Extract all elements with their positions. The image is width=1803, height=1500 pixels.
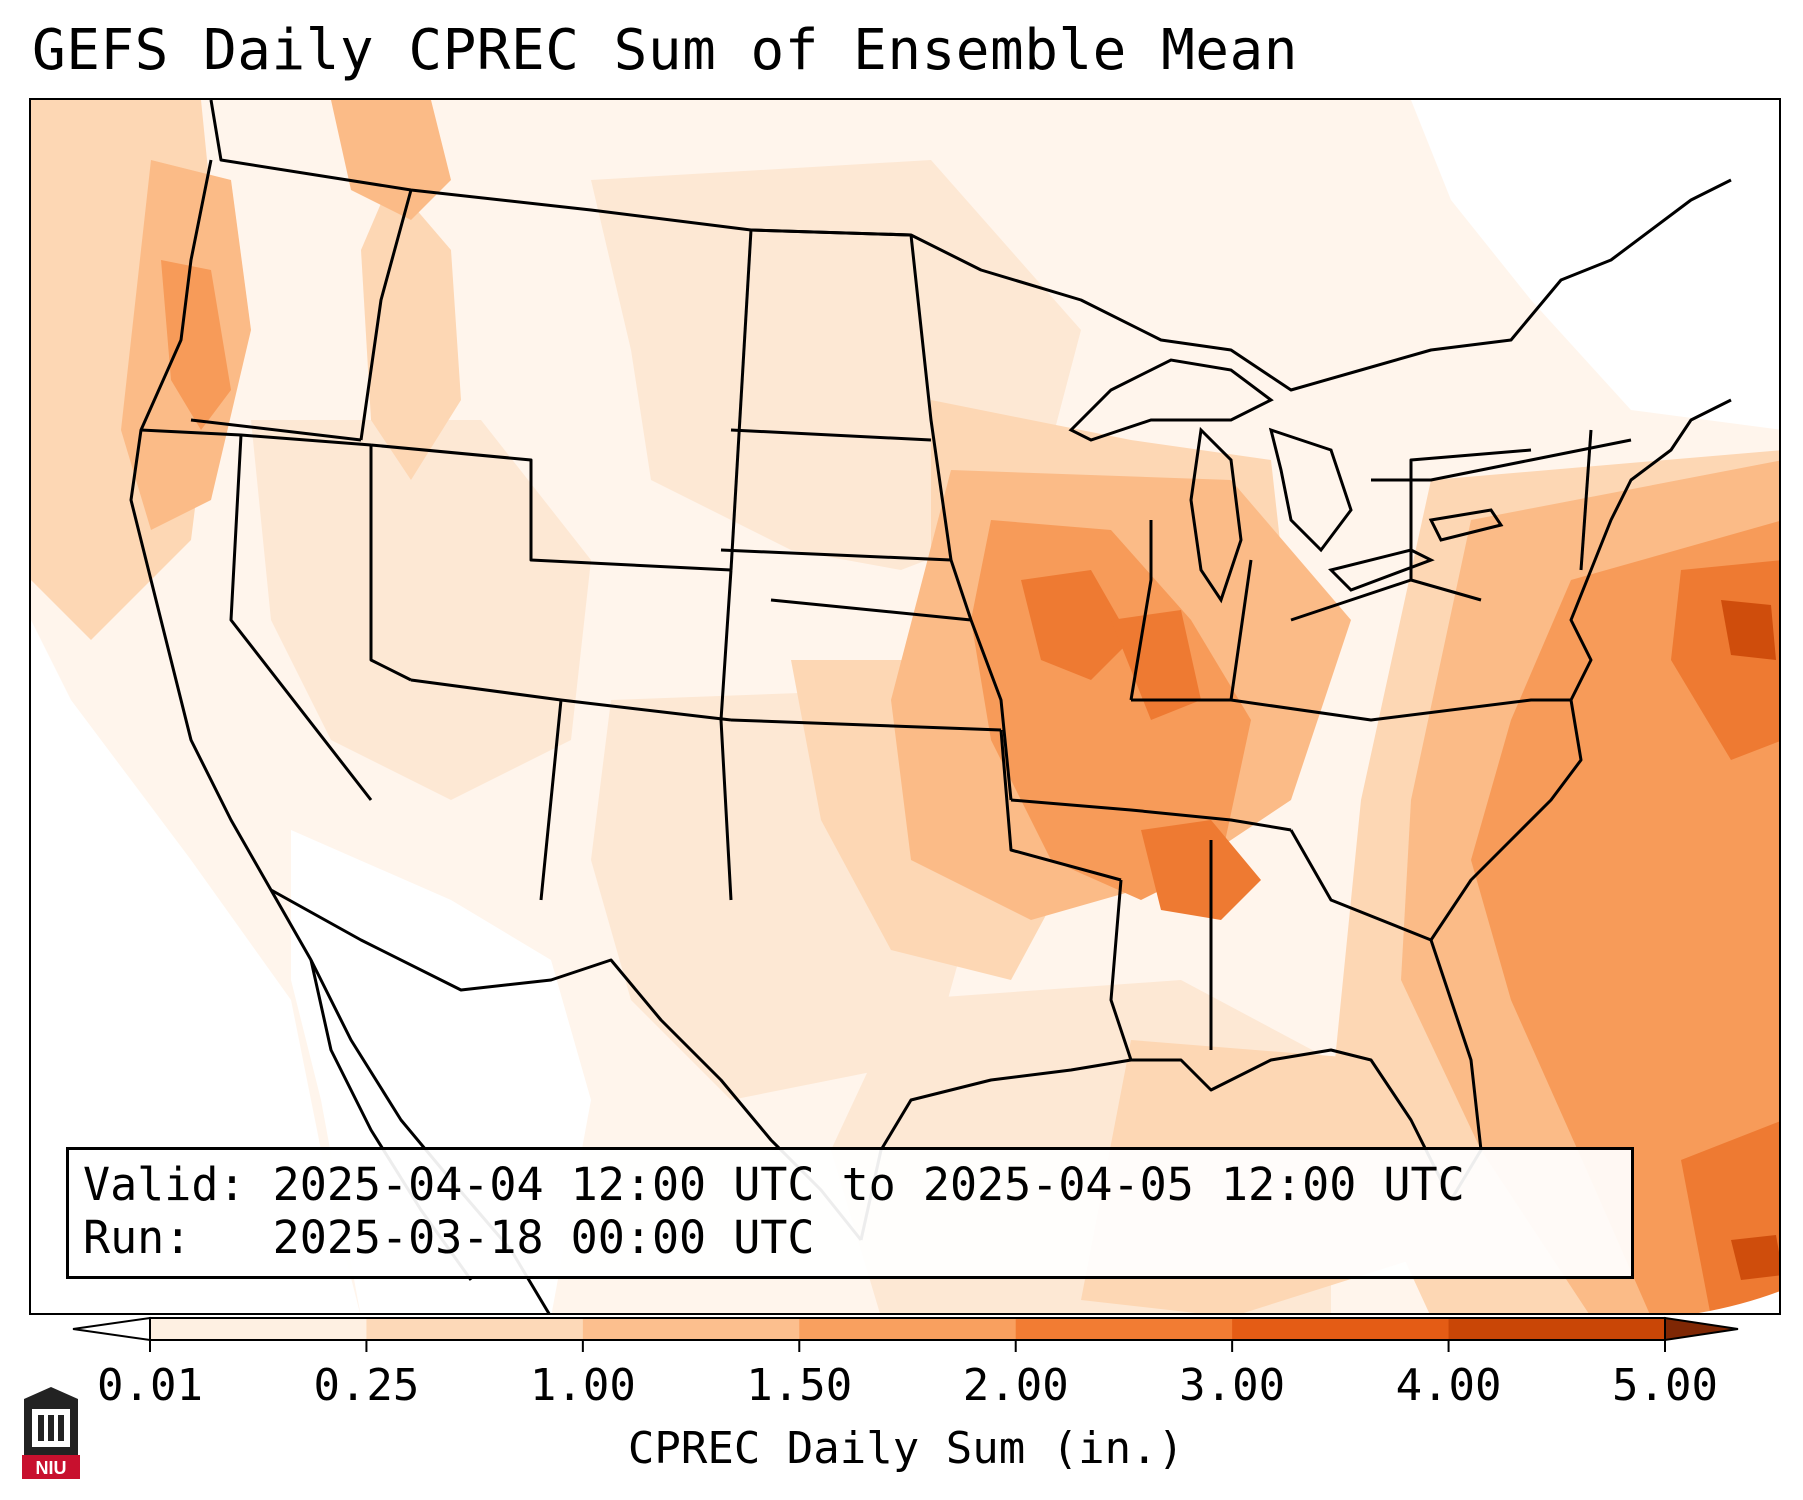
colorbar-band <box>366 1318 584 1340</box>
colorbar-band <box>1448 1318 1666 1340</box>
colorbar-band <box>150 1318 367 1340</box>
lake-erie <box>1328 548 1435 592</box>
precipitation-map <box>31 100 1779 1313</box>
logo-text: NIU <box>36 1458 67 1478</box>
colorbar-title: CPREC Daily Sum (in.) <box>627 1423 1185 1474</box>
colorbar-under-arrow <box>72 1316 151 1342</box>
extreme-precip-regions <box>1721 600 1779 1280</box>
colorbar-tick-label: 5.00 <box>1612 1360 1718 1411</box>
colorbar-tick-label: 1.50 <box>746 1360 853 1411</box>
us-canada-border <box>209 100 1732 392</box>
map-panel <box>29 98 1781 1315</box>
lake-superior <box>1068 358 1274 442</box>
colorbar-tick-label: 3.00 <box>1179 1360 1286 1411</box>
niu-logo: NIU <box>22 1387 80 1479</box>
map-title: GEFS Daily CPREC Sum of Ensemble Mean <box>32 18 1298 83</box>
boundary-lines <box>129 100 1732 1313</box>
projection-edge <box>1698 1291 1779 1313</box>
colorbar-tick-label: 0.25 <box>313 1360 420 1411</box>
valid-run-info-box: Valid: 2025-04-04 12:00 UTC to 2025-04-0… <box>66 1147 1634 1279</box>
colorbar-band <box>799 1318 1017 1340</box>
colorbar-over-arrow <box>1664 1316 1739 1342</box>
colorbar-tick-label: 0.01 <box>97 1360 203 1411</box>
colorbar-tick-label: 4.00 <box>1395 1360 1502 1411</box>
lake-ontario <box>1428 508 1504 542</box>
lake-michigan <box>1189 426 1243 604</box>
run-time-text: Run: 2025-03-18 00:00 UTC <box>83 1211 815 1264</box>
heavy-precip-regions <box>1021 560 1779 1313</box>
colorbar-outline <box>149 1317 1666 1341</box>
colorbar-band <box>1232 1318 1450 1340</box>
gulf-coast <box>859 939 1483 1241</box>
colorbar-band <box>1015 1318 1233 1340</box>
great-lakes <box>1068 358 1504 604</box>
colorbar-tick-label: 1.00 <box>529 1360 636 1411</box>
colorbar-bands <box>72 1316 1739 1352</box>
colorbar-tick-label: 2.00 <box>962 1360 1069 1411</box>
valid-time-text: Valid: 2025-04-04 12:00 UTC to 2025-04-0… <box>83 1158 1465 1211</box>
colorbar-band <box>582 1318 800 1340</box>
lake-huron <box>1268 427 1353 553</box>
east-coast <box>1429 398 1732 941</box>
